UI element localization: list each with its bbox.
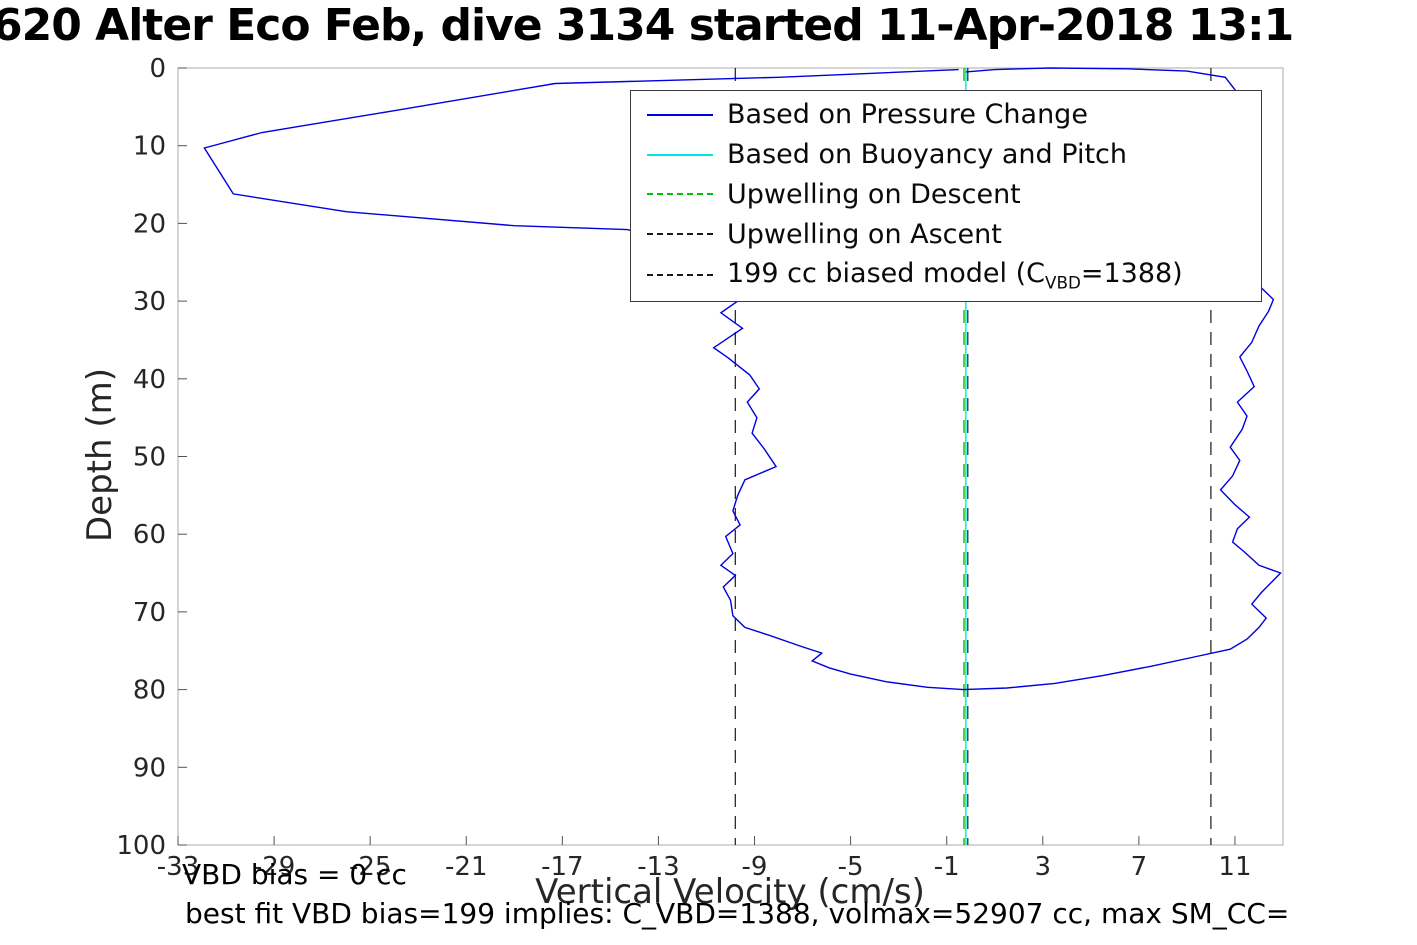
legend-row: 199 cc biased model (CVBD=1388) xyxy=(631,258,1261,293)
legend-row: Upwelling on Descent xyxy=(631,179,1261,210)
x-tick-label: -9 xyxy=(742,852,768,882)
x-tick-label: 11 xyxy=(1218,852,1251,882)
legend-label: Upwelling on Ascent xyxy=(727,218,1002,250)
y-tick-label: 10 xyxy=(133,132,166,162)
y-tick-label: 80 xyxy=(133,676,166,706)
x-tick-label: -29 xyxy=(253,852,295,882)
y-tick-label: 0 xyxy=(149,54,166,84)
legend-label: Upwelling on Descent xyxy=(727,178,1021,210)
legend-line-sample xyxy=(647,193,713,196)
x-tick-label: -5 xyxy=(838,852,864,882)
y-tick-label: 40 xyxy=(133,365,166,395)
x-tick-label: -17 xyxy=(541,852,583,882)
legend-line-sample xyxy=(647,153,713,156)
legend-line-sample xyxy=(647,113,713,116)
legend-label: 199 cc biased model (CVBD=1388) xyxy=(727,258,1183,293)
x-tick-label: 7 xyxy=(1131,852,1148,882)
y-tick-label: 20 xyxy=(133,209,166,239)
x-tick-label: -1 xyxy=(934,852,960,882)
y-tick-label: 90 xyxy=(133,753,166,783)
x-axis: -33 -29 -25 -21 -17 -13 -9 -5 -1 3 7 11 xyxy=(157,836,1252,882)
x-tick-label: -21 xyxy=(445,852,487,882)
best-fit-note: best fit VBD bias=199 implies: C_VBD=138… xyxy=(185,897,1290,930)
legend-row: Based on Buoyancy and Pitch xyxy=(631,139,1261,170)
vbd-bias-note: VBD bias = 0 cc xyxy=(182,858,407,891)
x-tick-label: -33 xyxy=(157,852,199,882)
x-tick-label: -25 xyxy=(349,852,391,882)
y-tick-label: 50 xyxy=(133,443,166,473)
legend: Based on Pressure Change Based on Buoyanc… xyxy=(630,90,1262,302)
y-tick-label: 60 xyxy=(133,520,166,550)
legend-row: Upwelling on Ascent xyxy=(631,219,1261,250)
y-tick-label: 30 xyxy=(133,287,166,317)
legend-row: Based on Pressure Change xyxy=(631,99,1261,130)
legend-label: Based on Buoyancy and Pitch xyxy=(727,139,1127,171)
y-axis: 0 10 20 30 40 50 60 70 80 90 100 xyxy=(116,54,187,861)
y-tick-label: 100 xyxy=(116,831,166,861)
x-axis-label: Vertical Velocity (cm/s) xyxy=(535,872,925,912)
x-tick-label: 3 xyxy=(1035,852,1052,882)
legend-line-sample xyxy=(647,274,713,277)
chart-title: 620 Alter Eco Feb, dive 3134 started 11-… xyxy=(0,0,1294,51)
y-tick-label: 70 xyxy=(133,598,166,628)
y-axis-label: Depth (m) xyxy=(80,367,120,543)
x-tick-label: -13 xyxy=(637,852,679,882)
legend-line-sample xyxy=(647,233,713,236)
legend-label: Based on Pressure Change xyxy=(727,99,1088,131)
